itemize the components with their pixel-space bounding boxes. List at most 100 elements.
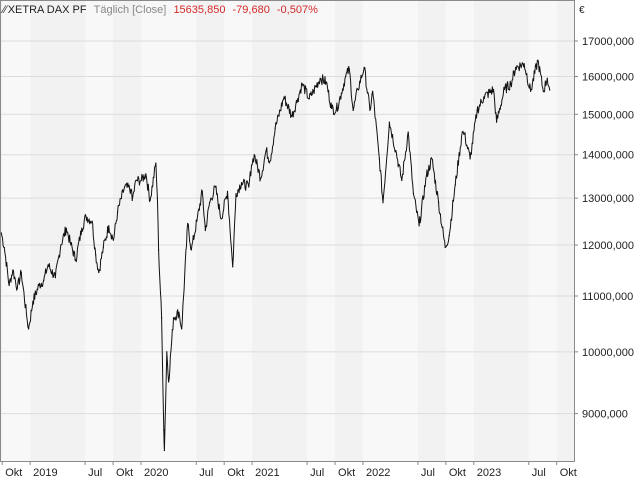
currency-label: € — [579, 5, 585, 16]
price-point — [187, 222, 189, 225]
price-point — [163, 449, 165, 452]
period-band — [140, 1, 197, 461]
price-point — [25, 314, 28, 316]
y-tick-label: 12000,000 — [582, 240, 634, 252]
price-point — [32, 300, 34, 302]
price-point — [168, 381, 170, 383]
price-point — [38, 284, 40, 287]
line-chart-icon: ∕∕ — [3, 4, 7, 16]
price-point — [515, 66, 517, 68]
period-band — [1, 1, 3, 461]
price-change-percent: -0,507% — [276, 4, 318, 16]
y-tick-label: 16000,000 — [582, 71, 634, 83]
price-point — [240, 181, 243, 184]
x-tick-label: Jul — [421, 467, 435, 479]
price-point — [155, 162, 157, 164]
price-point — [178, 311, 180, 313]
price-point — [43, 279, 45, 281]
price-point — [325, 81, 327, 83]
y-tick-label: 17000,000 — [582, 36, 634, 48]
price-point — [461, 131, 463, 133]
price-point — [3, 246, 5, 249]
price-point — [69, 241, 71, 244]
y-tick-label: 15000,000 — [582, 109, 634, 121]
period-band — [113, 1, 141, 461]
period-band — [335, 1, 363, 461]
period-band — [30, 1, 86, 461]
price-point — [319, 77, 321, 79]
price-point — [454, 184, 456, 186]
price-point — [253, 154, 255, 156]
price-point — [181, 328, 183, 330]
x-tick-label: 2019 — [33, 467, 57, 479]
y-tick-label: 10000,000 — [582, 347, 634, 359]
price-point — [95, 254, 97, 256]
x-tick-label: Jul — [532, 467, 546, 479]
x-tick-label: Okt — [227, 467, 244, 479]
price-point — [201, 190, 203, 193]
price-point — [425, 175, 428, 177]
x-tick-label: Okt — [5, 467, 22, 479]
period-band — [445, 1, 474, 461]
x-tick-label: 2021 — [255, 467, 279, 479]
price-point — [503, 88, 506, 91]
price-point — [8, 284, 10, 287]
last-price: 15635,850 — [173, 4, 226, 16]
price-point — [196, 220, 198, 222]
x-tick-label: Jul — [88, 467, 102, 479]
price-point — [363, 66, 365, 68]
price-point — [248, 186, 250, 188]
price-point — [483, 96, 485, 98]
price-point — [495, 121, 498, 123]
price-series-line — [0, 59, 551, 451]
period-band — [2, 1, 31, 461]
price-point — [98, 271, 100, 274]
price-point — [54, 277, 56, 279]
price-point — [149, 199, 151, 201]
interval-mode: Täglich [Close] — [93, 4, 167, 16]
price-point — [369, 109, 371, 111]
price-point — [209, 202, 211, 204]
price-point — [308, 98, 310, 100]
price-point — [510, 83, 512, 85]
price-axis: 9000,000 10000,000 11000,000 12000,000 13000… — [574, 36, 634, 421]
price-point — [166, 351, 168, 353]
price-point — [542, 90, 544, 92]
period-band — [196, 1, 225, 461]
price-point — [65, 227, 67, 229]
period-band — [528, 1, 557, 461]
price-point — [274, 127, 276, 129]
price-point — [549, 89, 551, 91]
price-point — [407, 131, 409, 133]
price-point — [16, 287, 18, 289]
price-point — [156, 197, 158, 199]
price-point — [352, 109, 354, 111]
y-tick-label: 9000,000 — [582, 409, 628, 421]
price-point — [283, 96, 285, 98]
price-change: -79,680 — [232, 4, 270, 16]
period-band — [252, 1, 308, 461]
price-point — [291, 115, 293, 117]
price-point — [204, 229, 206, 232]
period-band — [362, 1, 418, 461]
price-point — [418, 225, 420, 227]
price-point — [161, 317, 163, 319]
x-tick-label: Okt — [560, 467, 577, 479]
price-point — [75, 259, 77, 261]
price-point — [226, 190, 229, 193]
price-point — [108, 225, 110, 227]
price-gridlines — [1, 40, 574, 415]
price-point — [312, 90, 315, 92]
series-layer — [0, 59, 551, 452]
price-point — [335, 109, 337, 111]
price-point — [220, 218, 222, 220]
price-point — [357, 88, 359, 91]
price-point — [331, 107, 333, 110]
period-bands — [1, 1, 574, 461]
price-point — [546, 77, 548, 79]
price-point — [301, 83, 303, 85]
price-point — [47, 264, 49, 266]
y-tick-label: 11000,000 — [582, 291, 633, 303]
chart-header: ∕∕XETRA DAX PF Täglich [Close] 15635,850… — [3, 4, 318, 16]
x-tick-label: Okt — [338, 467, 355, 479]
